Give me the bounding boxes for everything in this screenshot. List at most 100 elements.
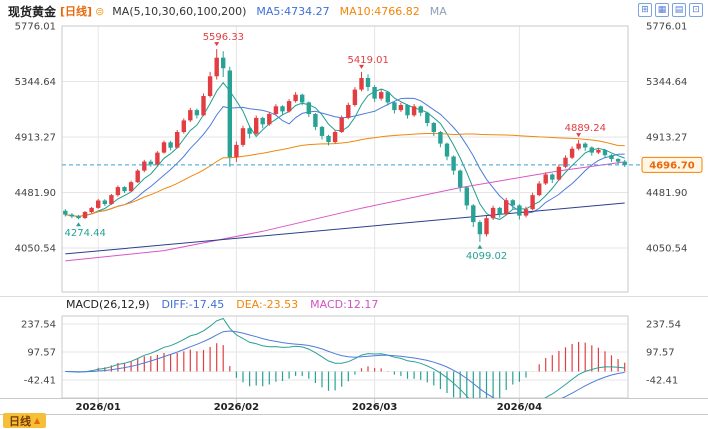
y-axis-label: 5776.01	[646, 22, 687, 33]
y-axis-label: 4481.90	[646, 188, 687, 199]
candle-body	[227, 70, 232, 158]
candle-body	[247, 128, 252, 134]
candle-body	[372, 87, 377, 99]
ma-extra-label: MA	[429, 4, 447, 18]
candle-body	[286, 101, 292, 112]
candle-body	[207, 76, 213, 96]
candle-body	[425, 112, 430, 123]
candle-body	[109, 195, 114, 205]
macd-plot-border	[61, 315, 629, 399]
candle-body	[379, 92, 384, 99]
candle-body	[438, 132, 443, 144]
candle-body	[583, 143, 588, 148]
candle-body	[444, 143, 450, 157]
ma10-value: MA10:4766.82	[339, 4, 420, 18]
macd-legend: MACD(26,12,9) DIFF:-17.45 DEA:-23.53 MAC…	[66, 298, 378, 311]
candle-body	[96, 200, 101, 208]
candle-body	[267, 114, 272, 125]
candle-body	[306, 102, 311, 114]
candle-body	[260, 117, 265, 125]
candle-body	[254, 117, 259, 134]
candle-body	[504, 200, 509, 215]
candle-body	[155, 152, 160, 165]
y-axis-label: 5344.64	[15, 77, 56, 88]
x-axis-label: 2026/04	[497, 402, 542, 413]
candle-body	[319, 126, 325, 136]
candle-body	[326, 135, 331, 143]
candle-body	[332, 132, 338, 143]
y-axis-label: 5344.64	[646, 77, 687, 88]
x-axis-label: 2026/03	[352, 402, 397, 413]
candle-body	[609, 155, 614, 159]
candle-body	[589, 147, 594, 153]
ma-line-5	[65, 81, 625, 220]
candle-body	[563, 157, 568, 167]
price-annotation: 4889.24	[565, 123, 606, 134]
toolbar-icons: ⊞ ▦ ▤ ⊡	[638, 3, 703, 17]
candle-body	[517, 205, 522, 216]
macd-axis-label: -42.41	[646, 376, 678, 387]
symbol-name: 现货黄金	[8, 4, 57, 19]
period-tag[interactable]: [日线]	[60, 5, 93, 18]
candle-body	[148, 161, 153, 165]
chevron-up-icon: ▲	[34, 416, 41, 425]
candle-body	[234, 144, 239, 158]
candle-body	[484, 218, 489, 235]
candle-body	[201, 96, 206, 116]
candle-body	[142, 161, 147, 171]
grid-layout-icon[interactable]: ▦	[655, 3, 669, 17]
candle-body	[69, 214, 75, 217]
diff-value: DIFF:-17.45	[161, 298, 225, 311]
candle-body	[339, 117, 344, 132]
dea-line	[65, 330, 625, 398]
settings-icon[interactable]: ⊜	[95, 4, 105, 18]
candle-body	[569, 148, 575, 158]
candle-body	[464, 187, 469, 206]
ma-line-10	[65, 97, 625, 218]
macd-axis-label: 237.54	[646, 320, 681, 331]
annotation-arrow-icon	[477, 244, 483, 249]
candle-body	[471, 205, 476, 223]
period-badge[interactable]: 日线 ▲	[3, 413, 47, 428]
candle-body	[385, 92, 390, 103]
candle-body	[622, 161, 627, 165]
candle-body	[537, 183, 542, 196]
candle-body	[63, 210, 68, 215]
ma-line-ma200	[65, 202, 625, 255]
fullscreen-icon[interactable]: ⊡	[689, 3, 703, 17]
candle-body	[115, 187, 121, 196]
chart-style-icon[interactable]: ▤	[672, 3, 686, 17]
current-price-tag	[641, 156, 703, 173]
candle-body	[168, 142, 173, 148]
chart-header: 现货黄金 [日线] ⊜ MA(5,10,30,60,100,200) MA5:4…	[0, 0, 708, 22]
candle-body	[530, 195, 535, 210]
candle-body	[188, 110, 193, 121]
annotation-arrow-icon	[76, 222, 81, 227]
candle-body	[365, 78, 371, 87]
candle-body	[411, 106, 417, 116]
candle-body	[175, 132, 180, 148]
ma-config-label: MA(5,10,30,60,100,200)	[112, 4, 247, 18]
macd-axis-label: 97.57	[646, 348, 675, 359]
macd-value: MACD:12.17	[310, 298, 379, 311]
candle-body	[293, 94, 298, 102]
x-axis-label: 2026/01	[75, 402, 120, 413]
candle-body	[194, 110, 200, 116]
candle-body	[313, 114, 318, 127]
candle-body	[392, 102, 397, 111]
macd-axis-label: 237.54	[21, 320, 56, 331]
candle-body	[273, 106, 279, 114]
candle-body	[280, 106, 285, 112]
candle-body	[82, 212, 88, 218]
ma-line-60	[65, 133, 625, 218]
split-layout-icon[interactable]: ⊞	[638, 3, 652, 17]
candle-body	[497, 207, 502, 215]
macd-plot	[65, 317, 626, 398]
candle-body	[576, 143, 581, 149]
price-annotation: 4099.02	[466, 251, 507, 262]
candle-body	[102, 200, 107, 205]
price-annotation: 5596.33	[203, 32, 244, 43]
candle-body	[240, 128, 246, 145]
